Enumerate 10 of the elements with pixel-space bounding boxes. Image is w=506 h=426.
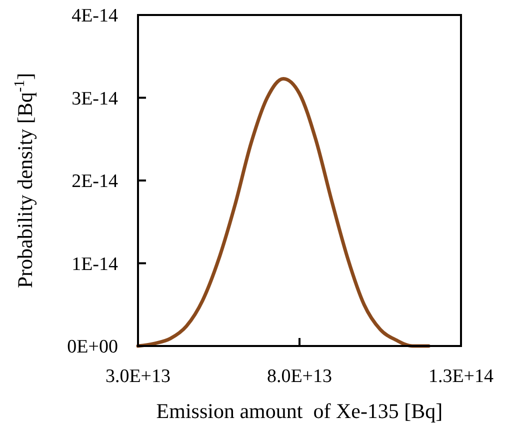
y-tick-label: 4E-14 xyxy=(72,6,118,27)
x-tick-label: 1.3E+14 xyxy=(428,366,494,387)
y-tick-label: 0E+00 xyxy=(67,336,118,358)
y-tick-label: 3E-14 xyxy=(72,88,118,110)
x-tick-label: 8.0E+13 xyxy=(266,366,332,387)
y-tick-label: 2E-14 xyxy=(72,171,118,192)
x-axis-title: Emission amount of Xe-135 [Bq] xyxy=(156,399,443,423)
x-tick-label: 3.0E+13 xyxy=(105,366,171,387)
y-tick-label: 1E-14 xyxy=(72,254,118,275)
line-series xyxy=(136,76,430,348)
